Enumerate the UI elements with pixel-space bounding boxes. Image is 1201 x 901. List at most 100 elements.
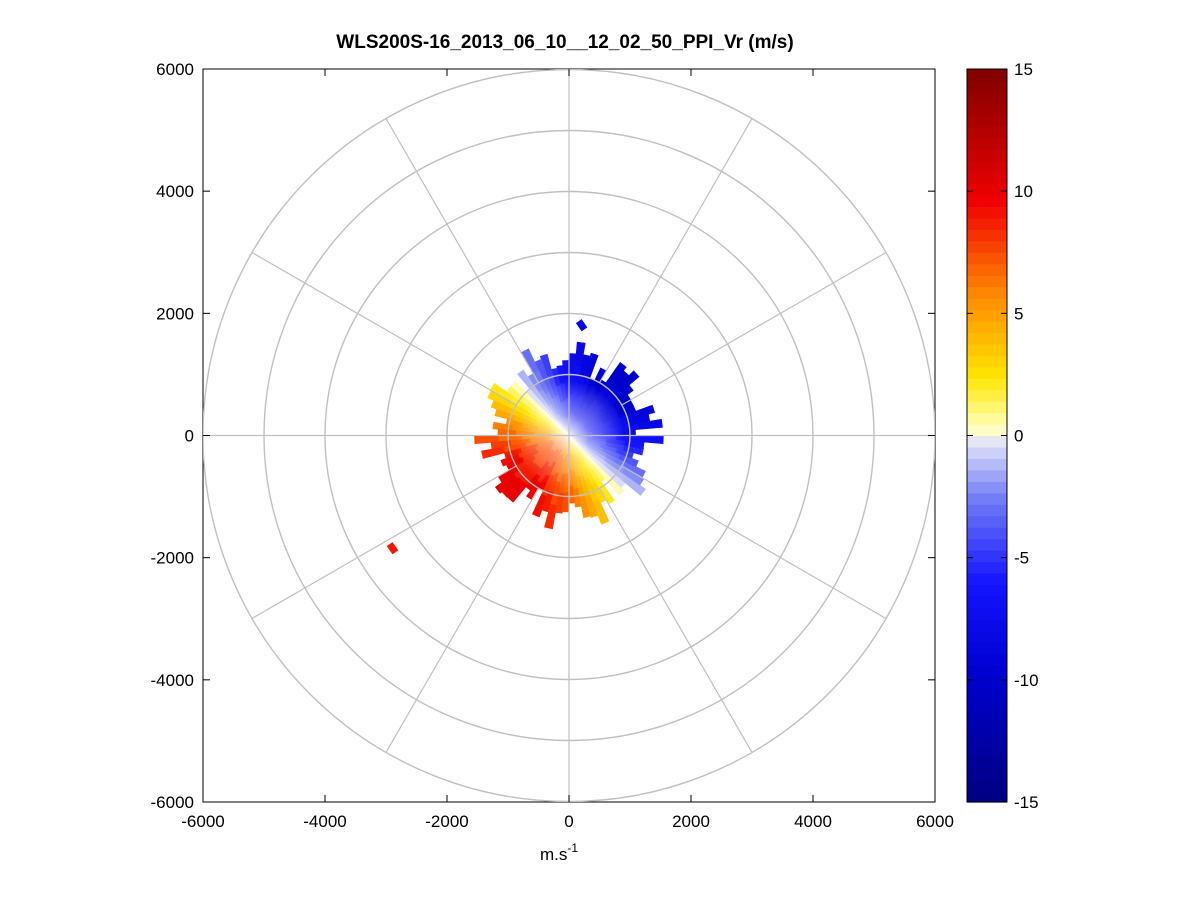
grid-spoke [251, 251, 517, 406]
colorbar-bin [967, 275, 1007, 288]
field-cell [631, 404, 656, 419]
field-cell [574, 341, 586, 367]
colorbar-bin [967, 401, 1007, 414]
colorbar-tick-label: 5 [1014, 304, 1023, 323]
colorbar-bin [967, 595, 1007, 608]
colorbar-bin [967, 492, 1007, 505]
colorbar-bin [967, 298, 1007, 311]
colorbar-bin [967, 183, 1007, 196]
colorbar-bin [967, 538, 1007, 551]
colorbar-bin [967, 91, 1007, 104]
colorbar-bin [967, 721, 1007, 734]
y-tick-label: 2000 [156, 304, 194, 323]
colorbar-bin [967, 664, 1007, 677]
field-cell [494, 473, 518, 494]
field-cell [481, 446, 505, 459]
colorbar-bin [967, 424, 1007, 437]
field-cell [622, 475, 646, 496]
colorbar-bin [967, 641, 1007, 654]
colorbar-bin [967, 240, 1007, 253]
colorbar-tick-label: -5 [1014, 549, 1029, 568]
outlier-point [575, 319, 588, 332]
colorbar-bin [967, 217, 1007, 230]
y-tick-label: 6000 [156, 60, 194, 79]
colorbar-bin [967, 126, 1007, 139]
chart-title: WLS200S-16_2013_06_10__12_02_50_PPI_Vr (… [336, 32, 793, 53]
field-cell [539, 353, 554, 377]
colorbar-tick-label: -10 [1014, 671, 1039, 690]
colorbar-bin [967, 618, 1007, 631]
outlier-point [386, 542, 399, 555]
colorbar-bin [967, 561, 1007, 574]
velocity-field [474, 341, 664, 530]
x-tick-label: -6000 [181, 812, 224, 831]
field-cell [637, 418, 663, 430]
colorbar-tick-label: -15 [1014, 793, 1039, 812]
field-cell [517, 369, 536, 390]
colorbar-bin [967, 572, 1007, 585]
x-axis-label-exponent: -1 [567, 841, 578, 855]
colorbar-bin [967, 263, 1007, 276]
y-tick-label: 4000 [156, 182, 194, 201]
colorbar-bin [967, 676, 1007, 689]
x-tick-label: -4000 [303, 812, 346, 831]
colorbar-bin [967, 515, 1007, 528]
grid-spoke [598, 488, 753, 753]
colorbar-bin [967, 687, 1007, 700]
colorbar-bin [967, 446, 1007, 460]
colorbar-tick-label: 10 [1014, 182, 1033, 201]
grid-spoke [621, 465, 887, 620]
colorbar-bin [967, 114, 1007, 127]
colorbar-bin [967, 149, 1007, 162]
colorbar-bin [967, 229, 1007, 242]
field-cell [492, 421, 513, 431]
colorbar-bin [967, 103, 1007, 116]
colorbar-tick-label: 0 [1014, 427, 1023, 446]
field-cell [617, 370, 640, 392]
colorbar-bin [967, 252, 1007, 265]
colorbar-bin [967, 550, 1007, 563]
colorbar-bin [967, 767, 1007, 780]
colorbar-bin [967, 206, 1007, 219]
colorbar-bin [967, 458, 1007, 471]
x-tick-label: 4000 [794, 812, 832, 831]
field-cell [555, 492, 565, 514]
colorbar-bin [967, 756, 1007, 769]
colorbar-bin [967, 160, 1007, 173]
colorbar-bin [967, 69, 1007, 82]
x-axis-label: m.s-1 [540, 841, 578, 864]
colorbar-bin [967, 172, 1007, 185]
y-axis: 6000 4000 2000 0 -2000 -4000 -6000 [151, 60, 935, 812]
x-tick-label: -2000 [425, 812, 468, 831]
field-cell [585, 352, 599, 376]
y-tick-label: 0 [185, 427, 194, 446]
field-cell [606, 476, 625, 496]
colorbar-bin [967, 653, 1007, 666]
colorbar-bin [967, 504, 1007, 517]
colorbar-bin [967, 366, 1007, 379]
field-cell [494, 408, 516, 421]
field-cell [544, 503, 557, 530]
x-tick-label: 2000 [672, 812, 710, 831]
colorbar-bin [967, 343, 1007, 356]
colorbar-bin [967, 481, 1007, 494]
field-cell [592, 499, 610, 525]
colorbar-bin [967, 779, 1007, 792]
outlier-points [386, 319, 588, 555]
grid-spoke [385, 488, 540, 753]
x-tick-label: 0 [564, 812, 573, 831]
colorbar-bin [967, 607, 1007, 620]
colorbar-bin [967, 194, 1007, 208]
grid-spoke [598, 118, 753, 383]
colorbar: 15 10 5 0 -5 -10 -15 [966, 60, 1039, 812]
colorbar-bin [967, 320, 1007, 334]
y-tick-label: -2000 [151, 549, 194, 568]
grid-spoke [251, 465, 517, 620]
colorbar-bin [967, 137, 1007, 150]
colorbar-bin [967, 309, 1007, 322]
colorbar-bin [967, 698, 1007, 711]
y-tick-label: -6000 [151, 793, 194, 812]
colorbar-bin [967, 584, 1007, 597]
colorbar-bin [967, 527, 1007, 540]
